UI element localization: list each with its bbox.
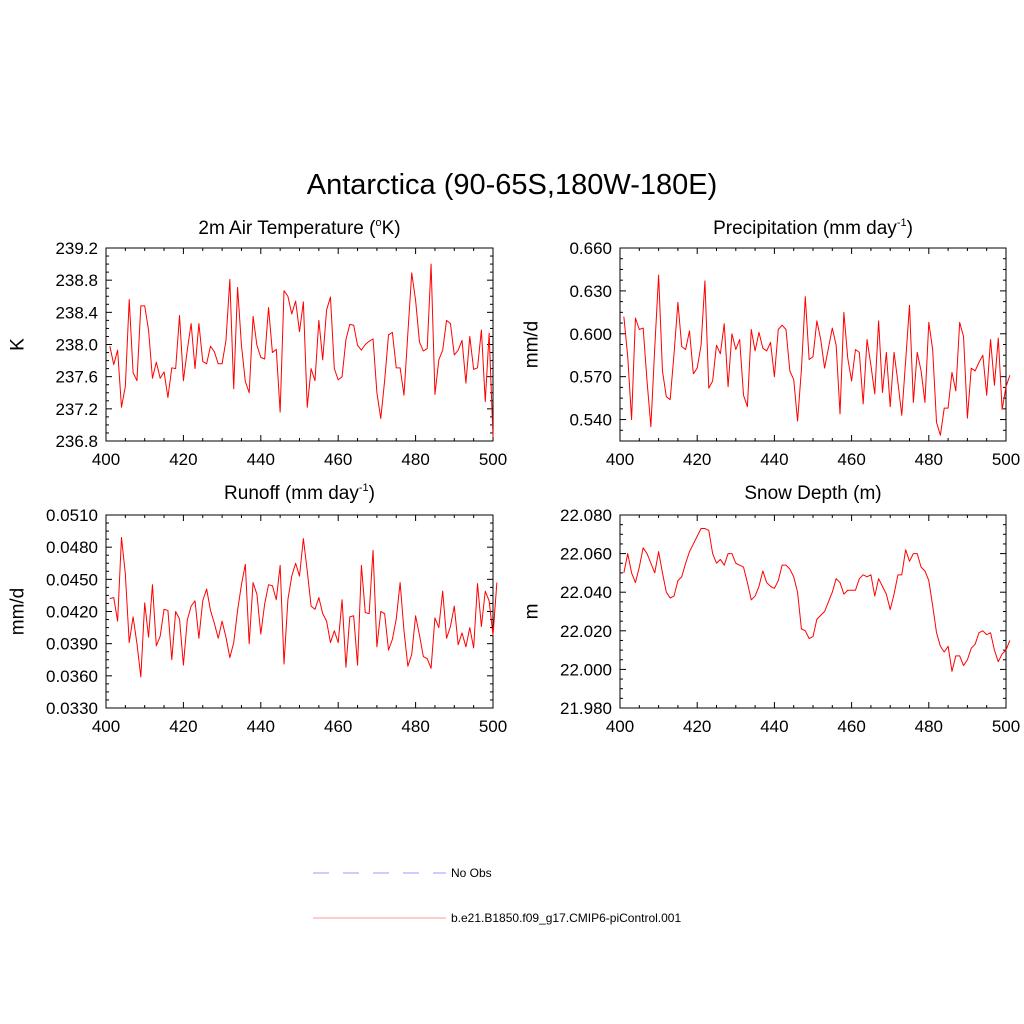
x-tick-label: 480 (915, 717, 943, 736)
x-tick-label: 400 (92, 450, 120, 469)
y-tick-label: 0.600 (569, 325, 612, 344)
panel-title-temperature: 2m Air Temperature (oK) (198, 217, 400, 239)
y-tick-label: 237.2 (55, 400, 98, 419)
panel-title-runoff: Runoff (mm day-1) (224, 482, 375, 504)
y-tick-label: 22.060 (560, 545, 612, 564)
x-tick-label: 400 (92, 717, 120, 736)
legend-obs-label: No Obs (451, 866, 492, 880)
panel-temperature: 2m Air Temperature (oK) K 400 420 440 460 480 5… (8, 217, 508, 469)
plot-frame-precipitation (619, 247, 1007, 442)
ylabel-runoff: mm/d (8, 588, 29, 636)
y-tick-label: 238.8 (55, 271, 98, 290)
y-tick-label: 238.0 (55, 336, 98, 355)
y-tick-label: 237.6 (55, 368, 98, 387)
series-line-temperature (109, 263, 494, 437)
y-tick-label: 0.0330 (46, 699, 98, 718)
y-tick-label: 239.2 (55, 239, 98, 258)
y-tick-label: 0.0510 (46, 506, 98, 525)
x-tick-label: 420 (683, 717, 711, 736)
y-tick-label: 0.660 (569, 239, 612, 258)
y-tick-label: 0.0420 (46, 603, 98, 622)
panel-title-precipitation: Precipitation (mm day-1) (713, 217, 913, 239)
x-tick-label: 460 (837, 450, 865, 469)
y-tick-label: 236.8 (55, 432, 98, 451)
x-tick-label: 420 (169, 450, 197, 469)
panel-runoff: Runoff (mm day-1) mm/d 400 420 440 460 480 500 0… (8, 482, 508, 736)
x-tick-label: 420 (169, 717, 197, 736)
y-tick-label: 21.980 (560, 699, 612, 718)
x-tick-label: 500 (992, 450, 1020, 469)
y-tick-label: 22.020 (560, 622, 612, 641)
y-tick-label: 0.0450 (46, 570, 98, 589)
y-tick-label: 0.570 (569, 368, 612, 387)
series-line-runoff (109, 537, 498, 678)
legend-model-label: b.e21.B1850.f09_g17.CMIP6-piControl.001 (451, 911, 681, 925)
x-tick-label: 480 (401, 450, 429, 469)
y-tick-label: 0.0480 (46, 538, 98, 557)
figure-title: Antarctica (90-65S,180W-180E) (307, 169, 718, 201)
x-tick-label: 500 (992, 717, 1020, 736)
plot-frame-temperature (105, 247, 494, 442)
x-tick-label: 480 (401, 717, 429, 736)
series-line-precipitation (623, 274, 1011, 436)
x-tick-label: 440 (247, 717, 275, 736)
x-tick-label: 440 (760, 450, 788, 469)
x-tick-label: 460 (324, 717, 352, 736)
x-tick-label: 420 (683, 450, 711, 469)
y-tick-label: 22.080 (560, 506, 612, 525)
legend: No Obs b.e21.B1850.f09_g17.CMIP6-piContr… (313, 866, 681, 925)
x-tick-label: 500 (479, 717, 507, 736)
x-tick-label: 440 (247, 450, 275, 469)
x-tick-label: 460 (837, 717, 865, 736)
y-tick-label: 0.0360 (46, 667, 98, 686)
panel-snow-depth: Snow Depth (m) m 400 420 440 460 480 500 21.980 2… (522, 483, 1021, 736)
x-tick-label: 500 (479, 450, 507, 469)
x-tick-label: 440 (760, 717, 788, 736)
ylabel-temperature: K (8, 338, 29, 351)
x-tick-label: 480 (915, 450, 943, 469)
series-line-snow-depth (623, 528, 1011, 672)
panel-precipitation: Precipitation (mm day-1) mm/d 400 420 440 460… (522, 217, 1021, 469)
x-tick-label: 400 (606, 450, 634, 469)
y-tick-label: 0.630 (569, 282, 612, 301)
panels: 2m Air Temperature (oK) K 400 420 440 460 480 5… (8, 217, 1021, 736)
y-tick-label: 238.4 (55, 303, 98, 322)
plot-frame-snow-depth (619, 514, 1007, 709)
ylabel-precipitation: mm/d (522, 321, 543, 369)
y-tick-label: 0.540 (569, 411, 612, 430)
ylabel-snow-depth: m (522, 604, 543, 620)
y-tick-label: 22.040 (560, 583, 612, 602)
x-tick-label: 460 (324, 450, 352, 469)
y-tick-label: 22.000 (560, 660, 612, 679)
x-tick-label: 400 (606, 717, 634, 736)
panel-title-snow-depth: Snow Depth (m) (744, 483, 881, 504)
y-tick-label: 0.0390 (46, 635, 98, 654)
